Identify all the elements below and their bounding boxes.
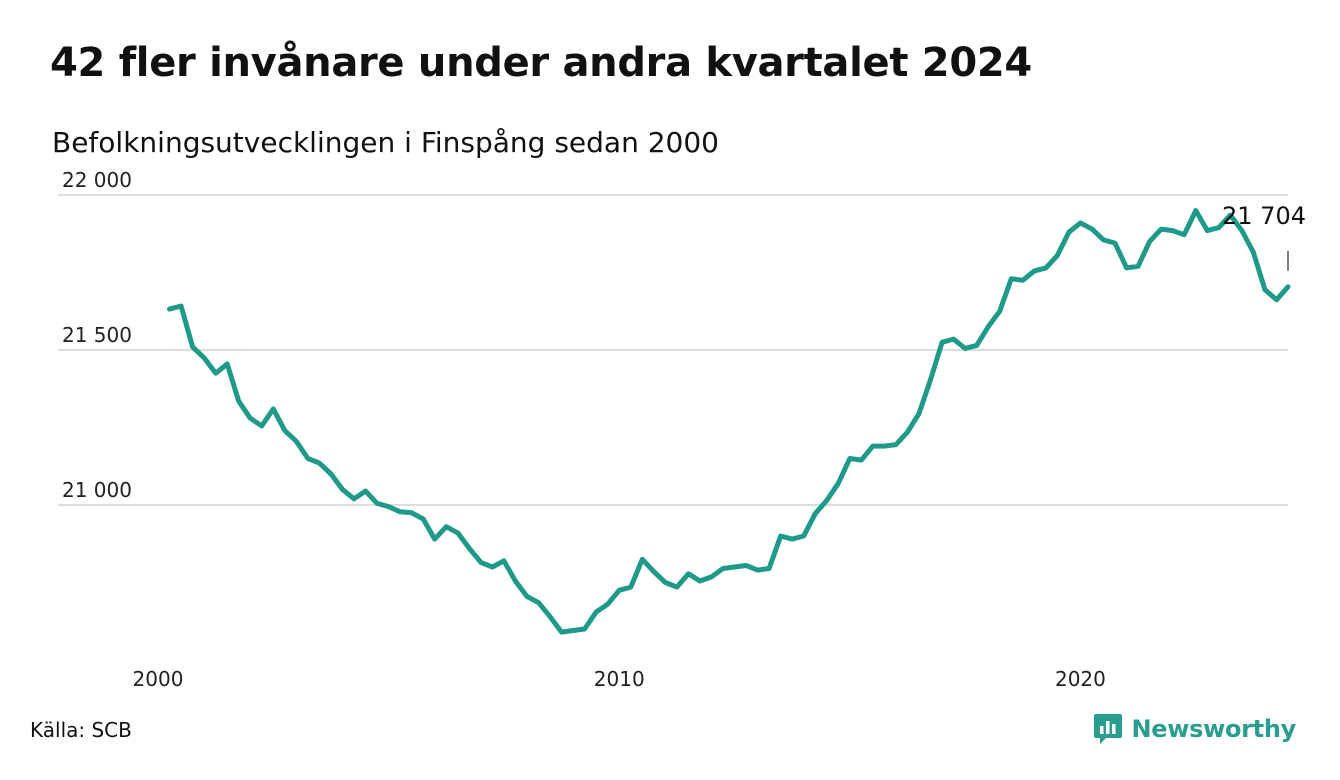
x-tick-label: 2010 <box>594 667 645 691</box>
brand-logo: Newsworthy <box>1093 712 1296 746</box>
y-tick-label: 21 000 <box>62 478 132 502</box>
y-tick-label: 21 500 <box>62 323 132 347</box>
x-axis-ticks: 2000 2010 2020 <box>133 667 1106 691</box>
population-series-line <box>167 208 1291 635</box>
brand-name: Newsworthy <box>1131 715 1296 743</box>
chart-subtitle: Befolkningsutvecklingen i Finspång sedan… <box>52 126 719 159</box>
y-axis-ticks: 21 000 21 500 22 000 <box>62 168 132 502</box>
grid-lines <box>58 194 1288 506</box>
chart-title: 42 fler invånare under andra kvartalet 2… <box>50 40 1032 86</box>
x-tick-label: 2020 <box>1055 667 1106 691</box>
end-value-label: 21 704 <box>1222 202 1306 230</box>
source-note: Källa: SCB <box>30 718 132 742</box>
y-tick-label: 22 000 <box>62 168 132 192</box>
x-tick-label: 2000 <box>133 667 184 691</box>
newsworthy-chart-bubble-icon <box>1094 714 1123 744</box>
